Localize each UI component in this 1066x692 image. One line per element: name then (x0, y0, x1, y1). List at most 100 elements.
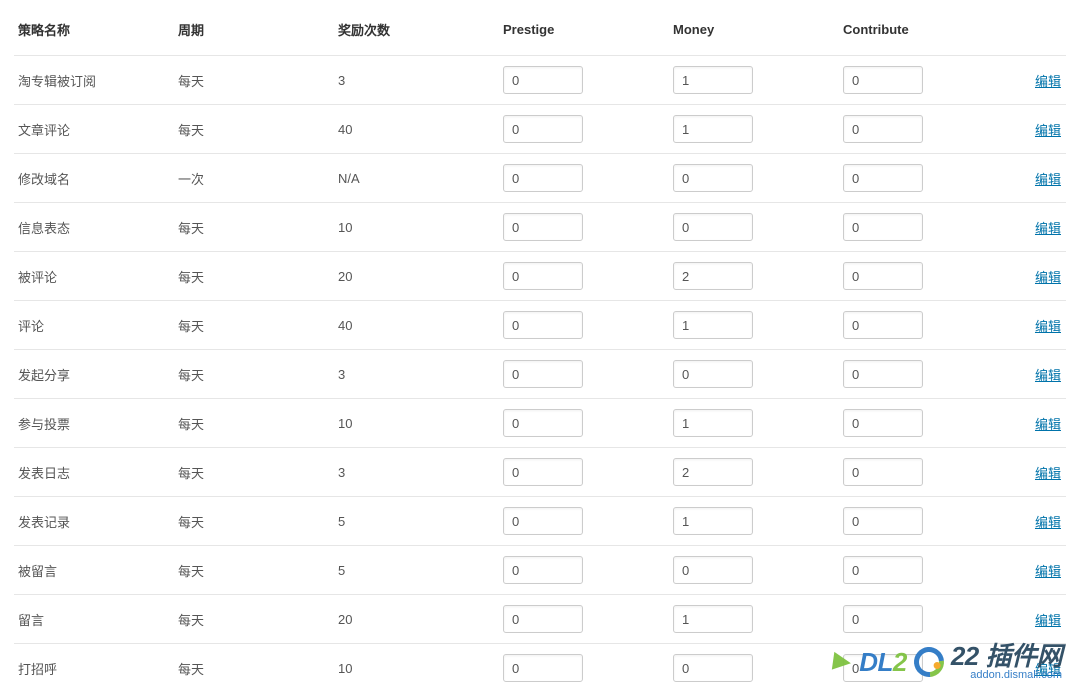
money-input[interactable] (673, 360, 753, 388)
header-contribute: Contribute (839, 10, 1009, 56)
cell-period: 每天 (174, 497, 334, 546)
cell-contribute (839, 448, 1009, 497)
money-input[interactable] (673, 115, 753, 143)
prestige-input[interactable] (503, 507, 583, 535)
cell-action: 编辑 (1009, 497, 1066, 546)
edit-link[interactable]: 编辑 (1035, 74, 1061, 89)
cell-money (669, 350, 839, 399)
prestige-input[interactable] (503, 164, 583, 192)
money-input[interactable] (673, 164, 753, 192)
cell-money (669, 595, 839, 644)
prestige-input[interactable] (503, 262, 583, 290)
cell-count: 10 (334, 203, 499, 252)
table-row: 发表日志每天3编辑 (14, 448, 1066, 497)
contribute-input[interactable] (843, 556, 923, 584)
contribute-input[interactable] (843, 360, 923, 388)
cell-contribute (839, 105, 1009, 154)
contribute-input[interactable] (843, 507, 923, 535)
contribute-input[interactable] (843, 164, 923, 192)
table-row: 评论每天40编辑 (14, 301, 1066, 350)
prestige-input[interactable] (503, 556, 583, 584)
cell-action: 编辑 (1009, 595, 1066, 644)
prestige-input[interactable] (503, 458, 583, 486)
cell-money (669, 105, 839, 154)
money-input[interactable] (673, 213, 753, 241)
cell-period: 每天 (174, 448, 334, 497)
edit-link[interactable]: 编辑 (1035, 270, 1061, 285)
edit-link[interactable]: 编辑 (1035, 564, 1061, 579)
cell-name: 留言 (14, 595, 174, 644)
cell-count: 3 (334, 448, 499, 497)
cell-contribute (839, 56, 1009, 105)
edit-link[interactable]: 编辑 (1035, 515, 1061, 530)
contribute-input[interactable] (843, 66, 923, 94)
cell-name: 修改域名 (14, 154, 174, 203)
money-input[interactable] (673, 556, 753, 584)
cell-prestige (499, 399, 669, 448)
edit-link[interactable]: 编辑 (1035, 613, 1061, 628)
cell-count: 5 (334, 546, 499, 595)
money-input[interactable] (673, 458, 753, 486)
prestige-input[interactable] (503, 115, 583, 143)
edit-link[interactable]: 编辑 (1035, 221, 1061, 236)
cell-money (669, 448, 839, 497)
contribute-input[interactable] (843, 262, 923, 290)
prestige-input[interactable] (503, 605, 583, 633)
prestige-input[interactable] (503, 409, 583, 437)
header-name: 策略名称 (14, 10, 174, 56)
cell-money (669, 252, 839, 301)
cell-money (669, 497, 839, 546)
prestige-input[interactable] (503, 311, 583, 339)
contribute-input[interactable] (843, 458, 923, 486)
cell-contribute (839, 595, 1009, 644)
table-row: 信息表态每天10 编辑 (14, 203, 1066, 252)
edit-link[interactable]: 编辑 (1035, 466, 1061, 481)
money-input[interactable] (673, 311, 753, 339)
cell-period: 每天 (174, 203, 334, 252)
money-input[interactable] (673, 66, 753, 94)
contribute-input[interactable] (843, 654, 923, 682)
cell-prestige (499, 301, 669, 350)
cell-action: 编辑 (1009, 154, 1066, 203)
money-input[interactable] (673, 262, 753, 290)
prestige-input[interactable] (503, 654, 583, 682)
cell-contribute (839, 154, 1009, 203)
cell-prestige (499, 154, 669, 203)
contribute-input[interactable] (843, 311, 923, 339)
table-row: 被评论每天20编辑 (14, 252, 1066, 301)
money-input[interactable] (673, 409, 753, 437)
money-input[interactable] (673, 507, 753, 535)
contribute-input[interactable] (843, 605, 923, 633)
cell-period: 每天 (174, 644, 334, 692)
cell-prestige (499, 252, 669, 301)
cell-prestige (499, 644, 669, 692)
header-action (1009, 10, 1066, 56)
contribute-input[interactable] (843, 213, 923, 241)
cell-action: 编辑 (1009, 252, 1066, 301)
cell-count: 10 (334, 644, 499, 692)
prestige-input[interactable] (503, 66, 583, 94)
money-input[interactable] (673, 605, 753, 633)
money-input[interactable] (673, 654, 753, 682)
contribute-input[interactable] (843, 409, 923, 437)
cell-count: 10 (334, 399, 499, 448)
edit-link[interactable]: 编辑 (1035, 319, 1061, 334)
cell-prestige (499, 203, 669, 252)
cell-name: 信息表态 (14, 203, 174, 252)
edit-link[interactable]: 编辑 (1035, 662, 1061, 677)
edit-link[interactable]: 编辑 (1035, 172, 1061, 187)
table-row: 修改域名一次N/A编辑 (14, 154, 1066, 203)
cell-action: 编辑 (1009, 399, 1066, 448)
cell-name: 参与投票 (14, 399, 174, 448)
cell-prestige (499, 56, 669, 105)
cell-name: 被评论 (14, 252, 174, 301)
edit-link[interactable]: 编辑 (1035, 123, 1061, 138)
edit-link[interactable]: 编辑 (1035, 417, 1061, 432)
cell-name: 评论 (14, 301, 174, 350)
prestige-input[interactable] (503, 213, 583, 241)
cell-period: 每天 (174, 546, 334, 595)
cell-prestige (499, 448, 669, 497)
prestige-input[interactable] (503, 360, 583, 388)
edit-link[interactable]: 编辑 (1035, 368, 1061, 383)
contribute-input[interactable] (843, 115, 923, 143)
